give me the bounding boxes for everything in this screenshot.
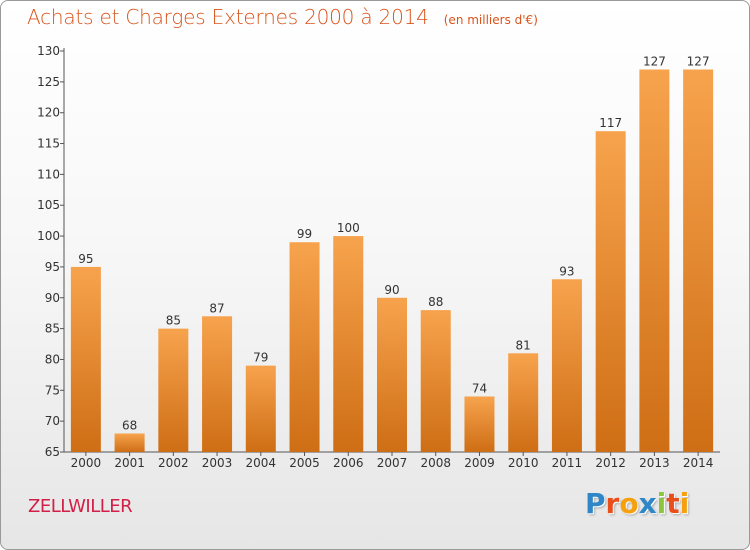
y-tick-label: 100 [37,229,60,243]
bar-value-label: 88 [428,295,443,309]
y-tick-label: 115 [37,137,60,151]
x-tick-label: 2000 [71,456,102,470]
bar [158,328,189,452]
bar-value-label: 100 [337,221,360,235]
brand-logo: Proxiti [585,487,689,520]
bar-value-label: 95 [78,252,93,266]
bar-value-label: 117 [599,116,622,130]
y-tick-label: 80 [45,352,60,366]
bar [595,131,626,452]
x-tick-label: 2009 [464,456,495,470]
y-tick-label: 85 [45,322,60,336]
bar-value-label: 90 [384,283,399,297]
brand-letter: P [585,487,606,520]
y-tick-label: 95 [45,260,60,274]
x-tick-label: 2014 [683,456,714,470]
bar [333,236,364,452]
bar [70,266,101,452]
y-tick-label: 90 [45,291,60,305]
bar-value-label: 85 [166,314,181,328]
y-tick-label: 75 [45,383,60,397]
brand-letter: i [656,487,667,520]
x-tick-label: 2005 [289,456,320,470]
bar [245,365,276,452]
y-tick-label: 120 [37,106,60,120]
brand-letter: x [638,487,657,520]
x-tick-label: 2003 [202,456,233,470]
bar [420,310,451,452]
x-tick-label: 2008 [420,456,451,470]
y-tick-label: 130 [37,44,60,58]
bar-value-label: 93 [559,264,574,278]
y-tick-label: 65 [45,445,60,459]
bar [683,69,714,452]
x-tick-label: 2004 [246,456,277,470]
bar [639,69,670,452]
x-tick-label: 2006 [333,456,364,470]
bar-value-label: 74 [472,381,487,395]
y-tick-label: 70 [45,414,60,428]
brand-letter: o [619,487,639,520]
bar-value-label: 87 [209,301,224,315]
bar [464,396,495,452]
bar-value-label: 99 [297,227,312,241]
x-tick-label: 2011 [552,456,583,470]
brand-letter: i [679,487,690,520]
y-tick-label: 105 [37,198,60,212]
x-tick-label: 2013 [639,456,670,470]
chart-header: Achats et Charges Externes 2000 à 2014 (… [27,5,538,29]
x-tick-label: 2010 [508,456,539,470]
y-tick-label: 125 [37,75,60,89]
x-tick-label: 2012 [595,456,626,470]
brand-letter: t [666,487,680,520]
bar [377,297,407,452]
chart-title: Achats et Charges Externes 2000 à 2014 [27,5,429,29]
y-tick-label: 110 [37,167,60,181]
bar [508,353,539,452]
town-name: ZELLWILLER [28,496,133,517]
x-tick-label: 2007 [377,456,408,470]
bar [289,242,320,452]
bar [551,279,582,452]
x-tick-label: 2002 [158,456,189,470]
bar [202,316,233,452]
bar-value-label: 127 [643,55,666,69]
brand-letter: r [605,487,620,520]
bar-value-label: 127 [687,55,710,69]
bar [114,433,145,452]
x-tick-label: 2001 [114,456,145,470]
bar-value-label: 68 [122,418,137,432]
chart-units: (en milliers d'€) [443,13,538,27]
bar-value-label: 81 [516,338,531,352]
bar-value-label: 79 [253,351,268,365]
